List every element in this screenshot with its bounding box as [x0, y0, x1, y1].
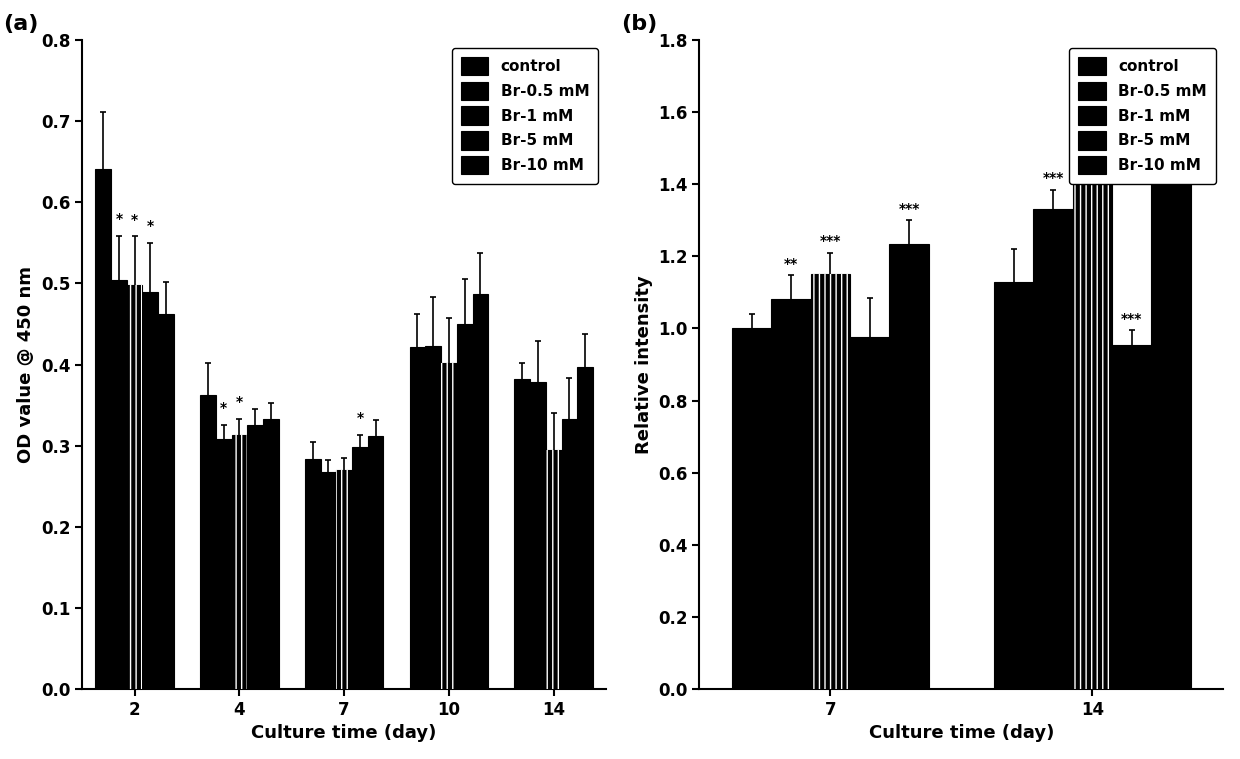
- X-axis label: Culture time (day): Culture time (day): [252, 724, 436, 742]
- Bar: [441, 363, 456, 689]
- Text: ***: ***: [1081, 105, 1104, 118]
- Bar: [232, 435, 247, 689]
- Bar: [425, 346, 441, 689]
- Bar: [1033, 209, 1073, 689]
- Text: *: *: [146, 219, 154, 233]
- Text: ***: ***: [1121, 312, 1142, 326]
- Text: (b): (b): [621, 14, 657, 34]
- Bar: [771, 298, 811, 689]
- Bar: [263, 419, 279, 689]
- Bar: [336, 470, 352, 689]
- Bar: [578, 367, 593, 689]
- Bar: [1073, 148, 1112, 689]
- Text: *: *: [131, 213, 138, 227]
- Bar: [126, 285, 143, 689]
- Y-axis label: OD value @ 450 nm: OD value @ 450 nm: [17, 266, 35, 463]
- Bar: [305, 458, 321, 689]
- Bar: [1112, 345, 1151, 689]
- Bar: [1073, 148, 1112, 689]
- Text: *: *: [115, 212, 123, 225]
- Text: ***: ***: [898, 202, 920, 216]
- Bar: [95, 169, 112, 689]
- Bar: [1151, 146, 1190, 689]
- Bar: [515, 379, 531, 689]
- Text: ***: ***: [1161, 101, 1182, 115]
- Bar: [851, 338, 889, 689]
- Bar: [441, 363, 456, 689]
- Y-axis label: Relative intensity: Relative intensity: [635, 275, 652, 454]
- Bar: [216, 439, 232, 689]
- Text: **: **: [784, 257, 799, 271]
- Legend: control, Br-0.5 mM, Br-1 mM, Br-5 mM, Br-10 mM: control, Br-0.5 mM, Br-1 mM, Br-5 mM, Br…: [451, 48, 599, 184]
- Bar: [531, 382, 546, 689]
- Bar: [232, 435, 247, 689]
- Bar: [732, 329, 771, 689]
- Text: ***: ***: [820, 235, 841, 248]
- Bar: [472, 294, 489, 689]
- X-axis label: Culture time (day): Culture time (day): [869, 724, 1054, 742]
- Bar: [562, 419, 578, 689]
- Bar: [126, 285, 143, 689]
- Legend: control, Br-0.5 mM, Br-1 mM, Br-5 mM, Br-10 mM: control, Br-0.5 mM, Br-1 mM, Br-5 mM, Br…: [1069, 48, 1215, 184]
- Bar: [811, 275, 851, 689]
- Text: ***: ***: [1043, 172, 1064, 185]
- Bar: [811, 275, 851, 689]
- Bar: [321, 472, 336, 689]
- Bar: [112, 280, 126, 689]
- Text: *: *: [219, 401, 227, 415]
- Bar: [336, 470, 352, 689]
- Bar: [994, 282, 1033, 689]
- Text: *: *: [236, 395, 243, 409]
- Bar: [456, 324, 472, 689]
- Bar: [200, 395, 216, 689]
- Text: (a): (a): [4, 14, 38, 34]
- Bar: [546, 449, 562, 689]
- Bar: [546, 449, 562, 689]
- Bar: [143, 291, 159, 689]
- Text: *: *: [356, 411, 363, 425]
- Bar: [159, 314, 174, 689]
- Bar: [889, 244, 929, 689]
- Bar: [409, 347, 425, 689]
- Bar: [352, 447, 368, 689]
- Bar: [247, 425, 263, 689]
- Bar: [368, 436, 383, 689]
